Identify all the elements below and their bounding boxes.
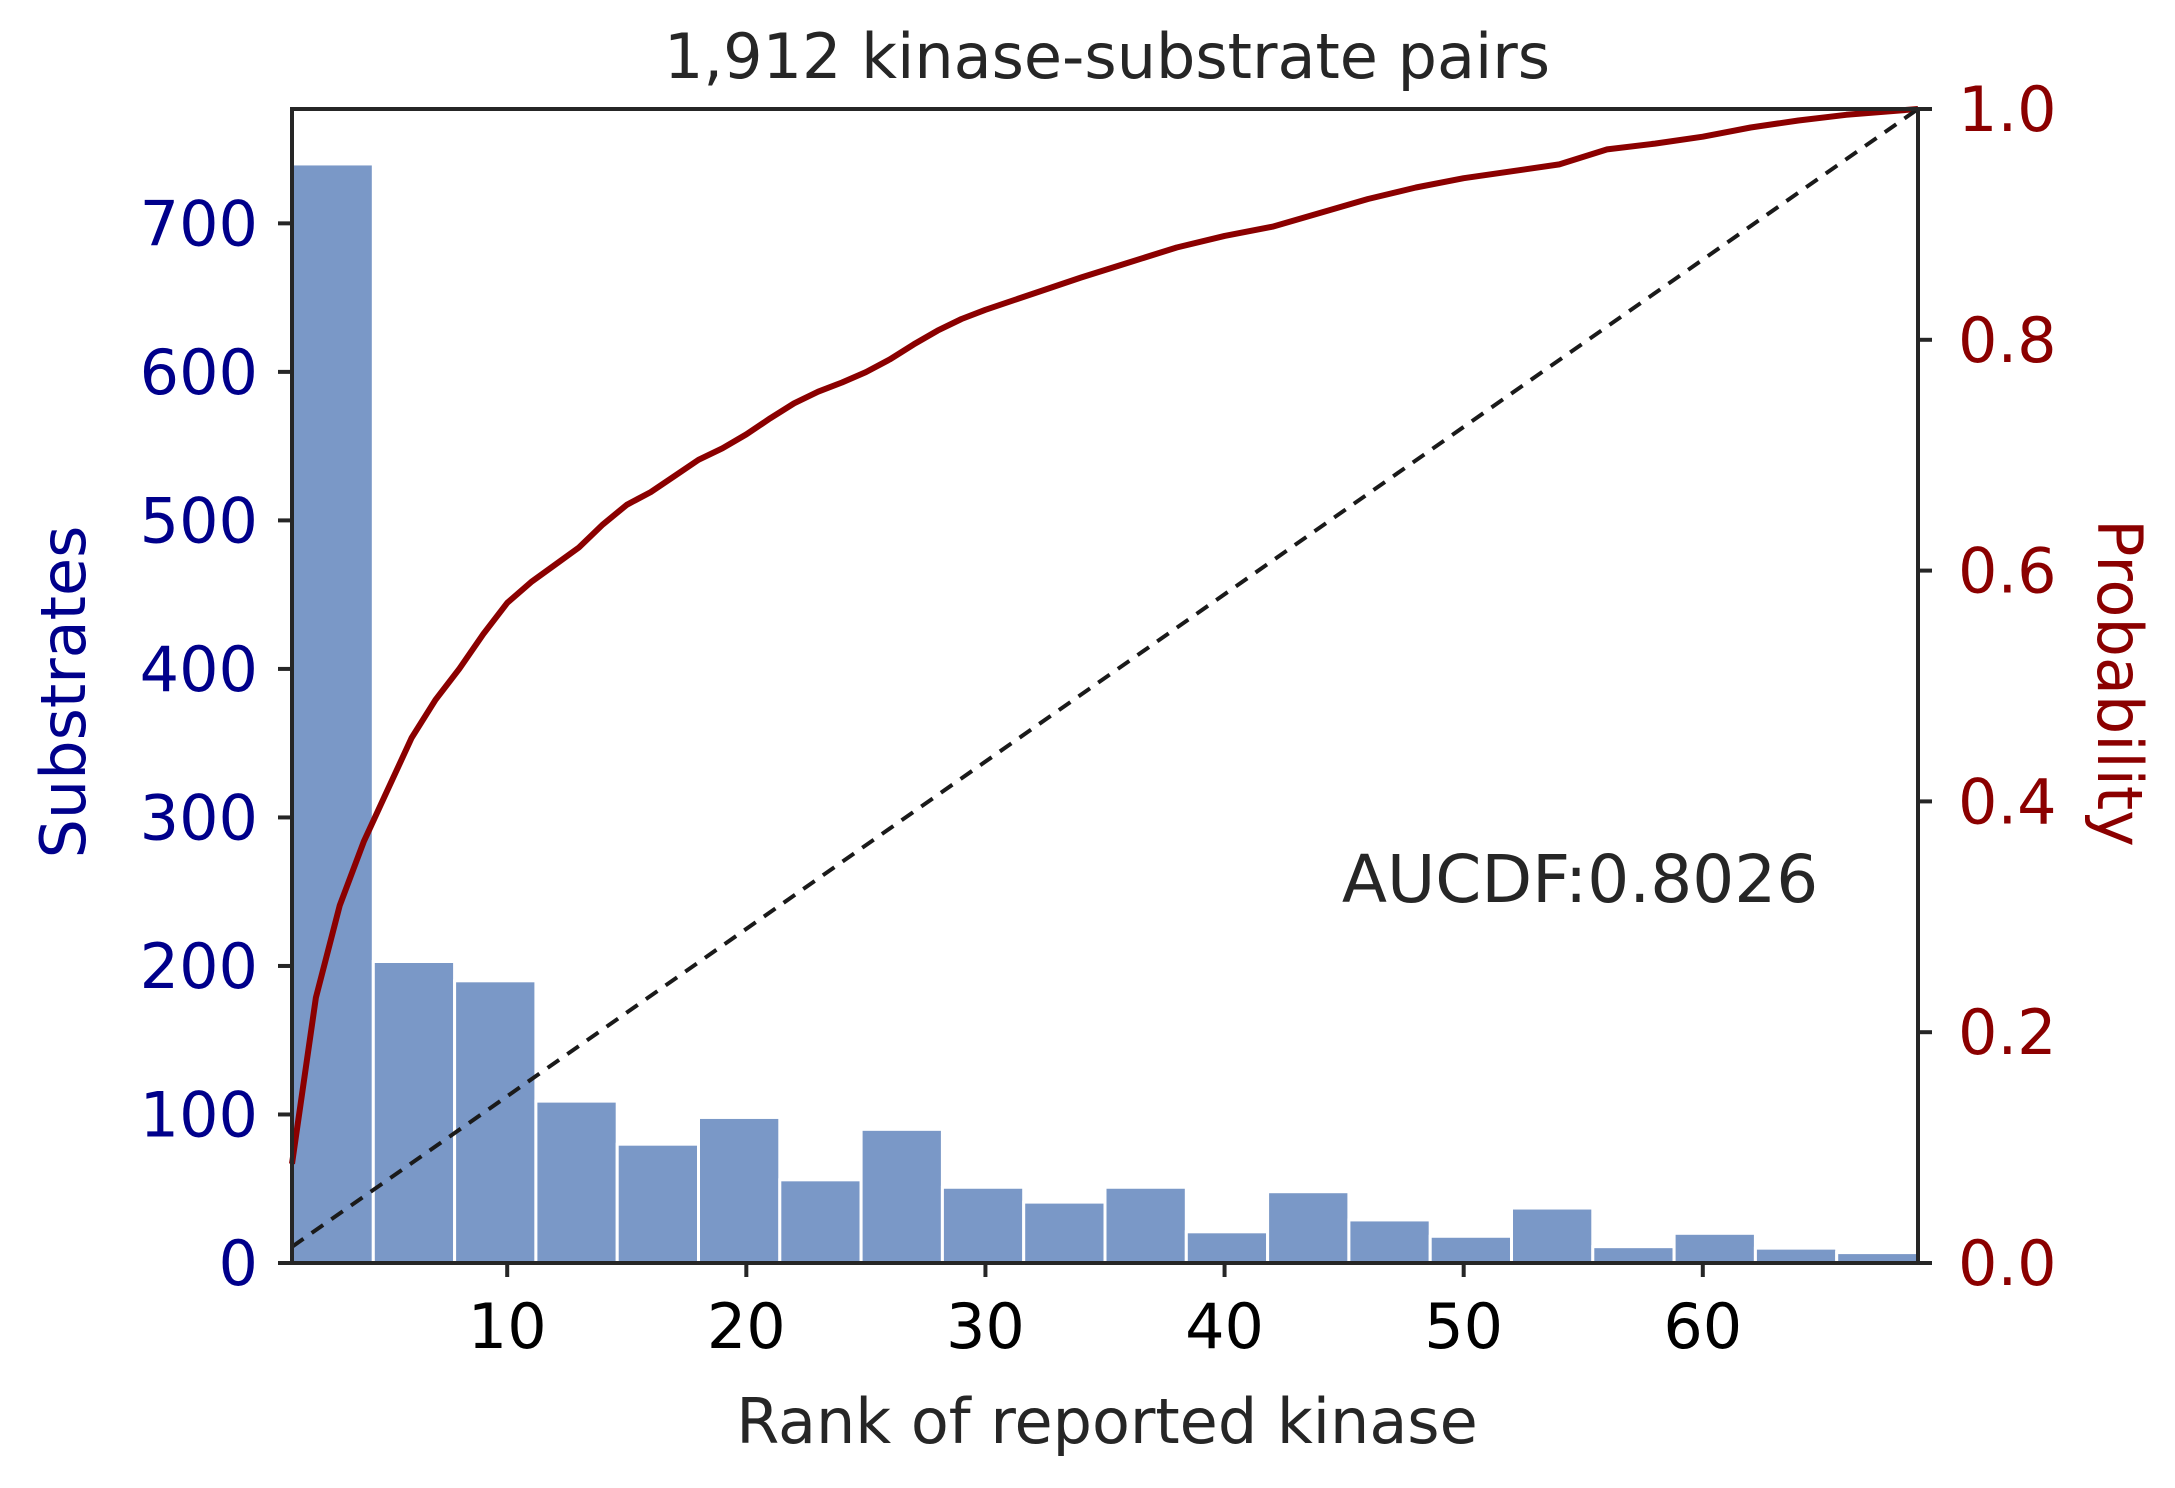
histogram-bar [1347, 1218, 1432, 1265]
y-left-tick-label: 500 [140, 484, 258, 557]
histogram-bar [1103, 1185, 1188, 1265]
x-axis-label: Rank of reported kinase [736, 1385, 1478, 1458]
y-right-axis-label: Probability [2083, 519, 2156, 847]
y-left-axis-label: Substrates [27, 526, 100, 859]
y-right-tick-label: 0.4 [1958, 765, 2057, 838]
y-left-tick-label: 300 [140, 781, 258, 854]
aucdf-annotation: AUCDF:0.8026 [1342, 841, 1818, 918]
y-left-tick-label: 400 [140, 633, 258, 706]
histogram-bar [859, 1127, 944, 1265]
y-right-tick-label: 0.6 [1958, 535, 2057, 608]
histogram-bar [1022, 1200, 1107, 1265]
histogram-bar [778, 1178, 863, 1265]
y-left-tick-label: 100 [140, 1078, 258, 1151]
y-right-tick-label: 1.0 [1958, 73, 2057, 146]
y-right-tick-label: 0.2 [1958, 996, 2057, 1069]
bars-group [290, 162, 1920, 1265]
y-right-tick-label: 0.0 [1958, 1227, 2057, 1300]
x-axis-ticks: 10 20 30 40 50 60 [468, 1263, 1742, 1363]
histogram-bar [1591, 1245, 1676, 1265]
histogram-bar [1510, 1206, 1595, 1265]
uniform-reference-line [290, 107, 1920, 1249]
cdf-line [289, 106, 1919, 1165]
plot-frame [290, 107, 1920, 1265]
x-tick-label: 50 [1424, 1290, 1503, 1363]
histogram-bar [1266, 1190, 1351, 1265]
histogram-bar [697, 1115, 782, 1265]
histogram-bar [940, 1185, 1026, 1265]
x-tick-label: 10 [468, 1290, 547, 1363]
histogram-bar [1184, 1230, 1270, 1265]
histogram-bar [1753, 1246, 1839, 1265]
y-left-tick-label: 700 [140, 187, 258, 260]
lines-group [289, 106, 1920, 1249]
y-left-tick-label: 600 [140, 336, 258, 409]
x-tick-label: 30 [946, 1290, 1025, 1363]
histogram-bar [1672, 1231, 1757, 1265]
chart-title: 1,912 kinase-substrate pairs [664, 20, 1550, 93]
y-left-tick-label: 200 [140, 930, 258, 1003]
histogram-bar [615, 1142, 701, 1265]
histogram-bar [371, 960, 457, 1265]
x-tick-label: 40 [1185, 1290, 1264, 1363]
histogram-bar [1428, 1234, 1513, 1265]
y-right-axis-ticks: 0.0 0.2 0.4 0.6 0.8 1.0 [1918, 73, 2057, 1300]
y-right-tick-label: 0.8 [1958, 304, 2057, 377]
x-tick-label: 20 [707, 1290, 786, 1363]
y-left-axis-ticks: 0 100 200 300 400 500 600 700 [140, 187, 292, 1300]
histogram-bar [453, 979, 538, 1265]
x-tick-label: 60 [1663, 1290, 1742, 1363]
histogram-bar [534, 1099, 619, 1265]
y-left-tick-label: 0 [219, 1227, 258, 1300]
